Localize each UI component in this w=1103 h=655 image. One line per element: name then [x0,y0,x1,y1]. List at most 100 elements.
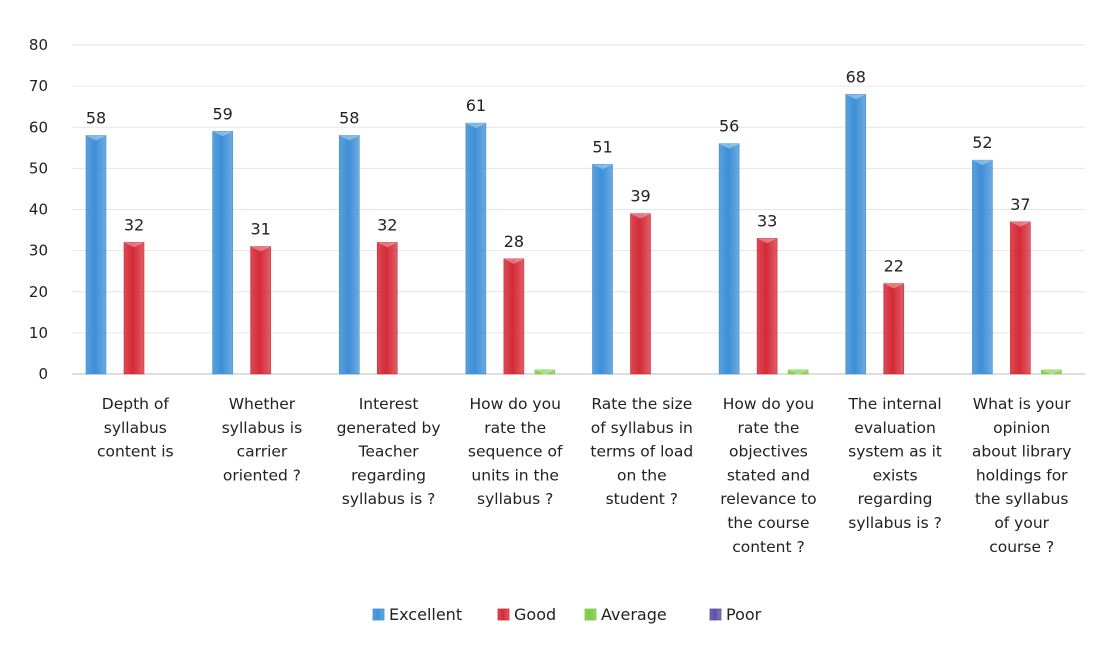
data-label-excellent-5: 56 [719,117,739,136]
bar-cap [630,213,651,219]
x-category-label: What is your opinion about library holdings… [972,395,1072,556]
y-tick-label: 30 [29,242,48,260]
category-label-line: sequence of [468,443,563,461]
legend: Excellent Good Average Poor [372,605,762,624]
category-label-line: exists [873,466,918,484]
category-label-line: evaluation [854,419,936,437]
bar-cap [845,94,866,100]
category-label-line: Whether [229,395,296,413]
bar-good-3 [503,258,525,375]
category-label-line: opinion [993,419,1050,437]
y-tick-label: 20 [29,283,48,301]
legend-swatch [497,608,510,621]
data-label-good-6: 22 [884,257,904,276]
category-label-line: student ? [606,490,678,508]
bar-excellent-1 [212,131,233,375]
bar-excellent-3 [465,122,487,375]
y-tick-label: 50 [29,159,48,177]
legend-item-average: Average [584,605,667,624]
bar-good-5 [756,237,778,375]
category-label-line: regarding [351,466,426,484]
bar-cap [1041,369,1062,375]
category-label-line: objectives [729,443,808,461]
bar-cap [339,135,360,141]
y-axis-ticks: 0 10 20 30 40 50 60 70 80 [29,36,48,383]
data-label-good-0: 32 [124,215,144,234]
category-label-line: The internal [847,395,941,413]
category-label-line: oriented ? [223,466,301,484]
bar-average-5 [787,369,809,375]
category-label-line: How do you [469,395,560,413]
bar-cap [377,242,398,248]
category-label-line: regarding [858,490,933,508]
category-label-line: syllabus is ? [848,514,942,532]
x-category-label: How do you rate the sequence of units in th… [468,395,563,508]
data-label-excellent-1: 59 [212,104,232,123]
category-label-line: What is your [973,395,1071,413]
category-label-line: terms of load [590,443,693,461]
data-label-good-5: 33 [757,211,777,230]
bar-excellent-5 [718,143,740,375]
bar-cap [250,246,271,252]
category-label-line: the syllabus [975,490,1068,508]
data-label-good-7: 37 [1010,195,1030,214]
category-label-line: Interest [359,395,419,413]
data-label-good-4: 39 [630,187,650,206]
y-tick-label: 70 [29,77,48,95]
category-label-line: generated by [337,419,441,437]
data-labels: 58 32 59 31 58 32 61 28 51 39 56 33 68 22 52 37 [86,67,1031,275]
bar-cap [883,283,904,289]
x-category-label: Interest generated by Teacher regarding syll… [337,395,441,508]
bar-cap [757,238,778,244]
category-label-line: content ? [732,538,805,556]
bar-average-3 [534,369,556,375]
legend-item-good: Good [497,605,556,624]
bar-good-1 [250,246,271,375]
category-label-line: How do you [723,395,814,413]
category-label-line: rate the [738,419,800,437]
category-label-line: Depth of [102,395,170,413]
bar-good-6 [883,283,905,375]
bar-cap [534,369,555,375]
bar-excellent-7 [972,159,993,375]
bar-cap [1010,221,1031,227]
bar-cap [465,123,486,129]
legend-swatch [372,608,385,621]
data-label-excellent-2: 58 [339,108,359,127]
category-label-line: syllabus [104,419,167,437]
category-label-line: stated and [727,466,810,484]
category-label-line: rate the [484,419,546,437]
category-label-line: relevance to [720,490,816,508]
category-label-line: carrier [237,443,288,461]
data-label-excellent-3: 61 [466,96,486,115]
bar-cap [592,164,613,170]
bar-cap [86,135,106,141]
y-tick-label: 10 [29,324,48,342]
bar-cap [719,143,740,149]
bars [85,94,1062,375]
bar-good-7 [1010,221,1031,375]
y-tick-label: 60 [29,118,48,136]
data-label-excellent-7: 52 [972,133,992,152]
bar-cap [503,258,524,264]
data-label-good-2: 32 [377,215,397,234]
category-label-line: syllabus ? [477,490,553,508]
legend-label: Average [601,605,667,624]
bar-good-4 [630,213,651,375]
category-label-line: course ? [989,538,1054,556]
x-category-label: The internal evaluation system as it exists… [847,395,942,532]
bar-average-7 [1041,369,1062,375]
bar-excellent-0 [85,135,107,375]
bar-cap [788,369,809,375]
data-label-good-3: 28 [504,232,524,251]
bar-good-2 [376,242,398,375]
category-label-line: on the [617,466,667,484]
category-label-line: Rate the size [591,395,692,413]
category-label-line: content is [97,443,174,461]
bar-cap [212,131,233,137]
category-label-line: the course [727,514,809,532]
category-label-line: of your [994,514,1049,532]
category-label-line: syllabus is ? [342,490,436,508]
